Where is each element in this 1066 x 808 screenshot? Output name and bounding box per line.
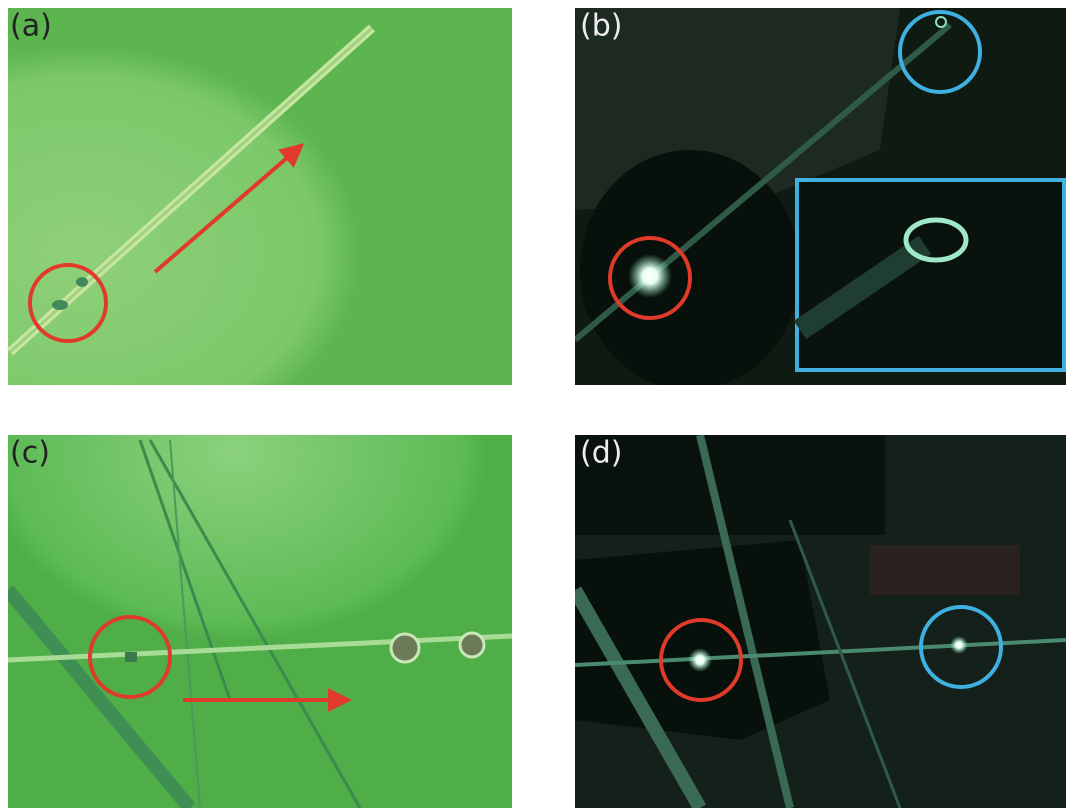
panel-b: (b) xyxy=(575,8,1066,390)
panel-c: (c) xyxy=(8,435,512,808)
panel-d: (d) xyxy=(575,435,1066,808)
panel-label: (c) xyxy=(10,436,50,471)
panel-label: (b) xyxy=(580,9,622,44)
panel-a: (a) xyxy=(8,8,512,385)
panel-label: (d) xyxy=(580,436,622,471)
figure: (a) (b) (c) xyxy=(0,0,1066,808)
panel-label: (a) xyxy=(10,9,52,44)
page: (a) (b) (c) xyxy=(0,0,1066,808)
